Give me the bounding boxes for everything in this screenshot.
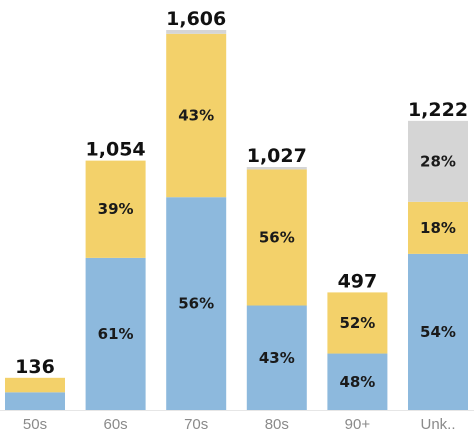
category-label: 50s	[23, 416, 47, 433]
segment-label: 28%	[420, 152, 456, 170]
segment-label: 48%	[339, 373, 375, 391]
category-label: 70s	[184, 416, 208, 433]
bar-segment-80s-1	[246, 169, 307, 306]
segment-label: 52%	[339, 314, 375, 332]
segment-label: 39%	[98, 200, 134, 218]
category-label: 80s	[265, 416, 289, 433]
segment-label: 18%	[420, 219, 456, 237]
bar-group	[5, 30, 468, 410]
segment-label: 56%	[259, 228, 295, 246]
total-label: 1,222	[408, 99, 468, 121]
bar-segment-80s-0	[246, 305, 307, 410]
total-label: 136	[15, 356, 55, 378]
category-label: Unk..	[420, 416, 455, 433]
total-label: 1,027	[247, 145, 307, 167]
bar-segment-80s-2	[246, 166, 307, 170]
total-label: 497	[338, 270, 378, 292]
bar-segment-unk-0	[408, 253, 468, 410]
bar-segment-70s-0	[166, 197, 227, 410]
label-group: 136 50s 61% 39% 1,054 60s 56% 43% 1,606 70s 43% 56%…	[15, 8, 468, 433]
bar-segment-60s-1	[85, 160, 146, 258]
bar-segment-unk-1	[408, 201, 468, 254]
total-label: 1,606	[166, 8, 226, 30]
segment-label: 61%	[98, 325, 134, 343]
bar-segment-70s-1	[166, 33, 227, 198]
bar-segment-90-1	[327, 292, 388, 354]
segment-label: 43%	[259, 349, 295, 367]
bar-segment-50s-0	[5, 392, 65, 410]
bar-segment-70s-2	[166, 30, 227, 34]
bar-segment-90-0	[327, 353, 388, 410]
segment-label: 43%	[178, 107, 214, 125]
category-label: 60s	[104, 416, 128, 433]
bar-segment-unk-2	[408, 120, 468, 202]
total-label: 1,054	[86, 139, 146, 161]
bar-segment-60s-0	[85, 257, 146, 410]
category-label: 90+	[345, 416, 371, 433]
bar-segment-50s-1	[5, 377, 65, 393]
segment-label: 54%	[420, 323, 456, 341]
segment-label: 56%	[178, 295, 214, 313]
